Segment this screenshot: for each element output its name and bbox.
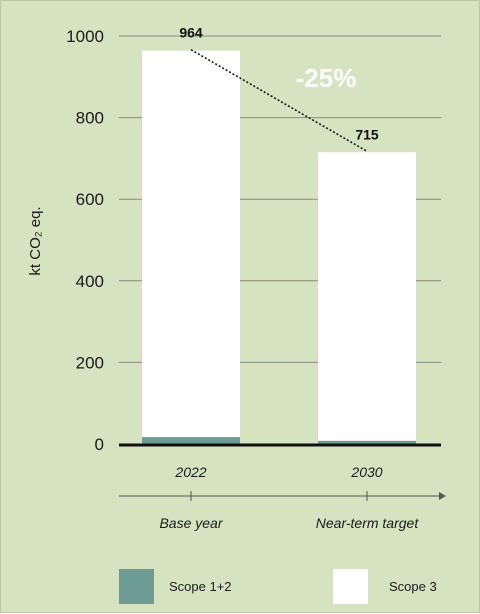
bar-2030-scope-3 [318, 152, 416, 441]
y-axis-label: kt CO₂ eq. [27, 206, 44, 275]
total-label-2022: 964 [179, 25, 203, 41]
y-tick-label: 800 [76, 109, 104, 128]
bar-2030-scope-1-2 [318, 440, 416, 444]
bar-2022-scope-3 [142, 50, 240, 438]
legend-label-scope-3: Scope 3 [389, 579, 437, 594]
legend-label-scope-1-2: Scope 1+2 [169, 579, 232, 594]
legend-swatch-scope-1-2 [119, 569, 154, 604]
total-label-2030: 715 [355, 126, 379, 142]
category-description-2030: Near-term target [316, 515, 420, 531]
y-tick-label: 600 [76, 190, 104, 209]
timeline-arrowhead [439, 492, 446, 500]
y-tick-label: 400 [76, 272, 104, 291]
x-tick-label-2022: 2022 [174, 464, 206, 480]
reduction-annotation: -25% [296, 63, 357, 93]
y-tick-label: 0 [95, 435, 104, 454]
y-tick-label: 200 [76, 353, 104, 372]
reduction-trend-line [190, 49, 368, 152]
bar-2022-scope-1-2 [142, 437, 240, 444]
x-tick-label-2030: 2030 [350, 464, 382, 480]
y-tick-label: 1000 [66, 27, 104, 46]
category-description-2022: Base year [159, 515, 223, 531]
legend-swatch-scope-3 [333, 569, 368, 604]
